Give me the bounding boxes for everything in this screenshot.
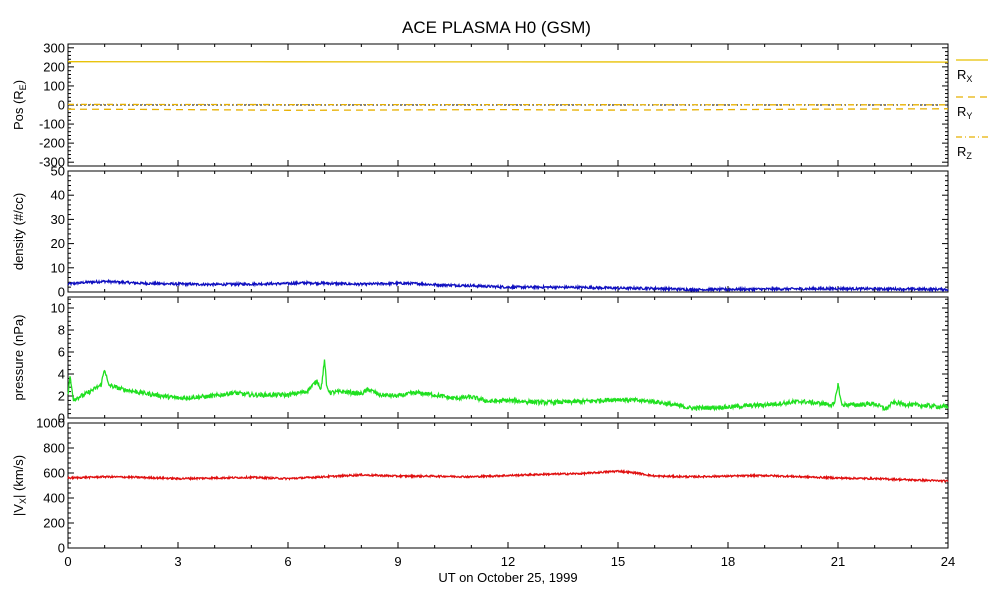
y-axis-label: Pos (RE) — [11, 80, 28, 130]
chart-title: ACE PLASMA H0 (GSM) — [402, 18, 591, 37]
x-tick-label: 15 — [611, 554, 625, 569]
x-tick-label: 24 — [941, 554, 955, 569]
y-axis-label: pressure (nPa) — [11, 315, 26, 401]
x-axis-label: UT on October 25, 1999 — [438, 570, 578, 585]
y-tick-label: 800 — [43, 441, 65, 456]
panel-density: 50 40 30 20 10 0 density (#/cc) — [11, 164, 949, 300]
y-tick-label: 10 — [51, 301, 65, 316]
series-line-velocity-0 — [67, 469, 949, 484]
x-tick-label: 21 — [831, 554, 845, 569]
x-tick-label: 3 — [174, 554, 181, 569]
legend-label-2: RZ — [957, 144, 972, 161]
y-tick-label: 2 — [58, 389, 65, 404]
y-tick-label: 1000 — [36, 416, 65, 431]
y-axis-label: |VX| (km/s) — [11, 455, 28, 516]
y-tick-label: 200 — [43, 516, 65, 531]
y-tick-label: 10 — [51, 260, 65, 275]
x-tick-label: 18 — [721, 554, 735, 569]
series-line-position-1 — [67, 108, 949, 111]
y-tick-label: 0 — [58, 541, 65, 556]
y-tick-label: 4 — [58, 367, 65, 382]
y-tick-label: 6 — [58, 345, 65, 360]
y-tick-label: 0 — [58, 98, 65, 113]
y-tick-label: -200 — [39, 136, 65, 151]
y-tick-label: 100 — [43, 78, 65, 93]
panel-velocity: 1000 800 600 400 200 00 3 6 9 12 15 18 21 24 |VX| (km/… — [11, 416, 955, 570]
y-tick-label: 0 — [58, 285, 65, 300]
series-line-density-0 — [67, 278, 949, 294]
y-tick-label: 400 — [43, 491, 65, 506]
panel-frame — [67, 422, 949, 549]
x-tick-label: 6 — [284, 554, 291, 569]
y-tick-label: 50 — [51, 164, 65, 179]
legend-label-1: RY — [957, 104, 972, 121]
y-tick-label: -100 — [39, 117, 65, 132]
panel-frame — [67, 170, 949, 293]
y-tick-label: 20 — [51, 236, 65, 251]
panel-position: 300 200 100 0 -100 -200 -300 Pos (RE) RX RY RZ — [11, 40, 988, 170]
y-tick-label: 600 — [43, 466, 65, 481]
y-tick-label: 40 — [51, 188, 65, 203]
y-tick-label: 0 — [58, 411, 65, 426]
legend-label-0: RX — [957, 67, 972, 84]
x-tick-label: 0 — [64, 554, 71, 569]
y-tick-label: 8 — [58, 323, 65, 338]
y-axis-label: density (#/cc) — [11, 193, 26, 270]
panel-pressure: 10 8 6 4 2 0 pressure (nPa) — [11, 296, 949, 426]
x-tick-label: 9 — [394, 554, 401, 569]
y-tick-label: 200 — [43, 59, 65, 74]
y-tick-label: 300 — [43, 40, 65, 55]
x-tick-label: 12 — [501, 554, 515, 569]
y-tick-label: -300 — [39, 155, 65, 170]
series-line-pressure-0 — [67, 359, 949, 412]
y-tick-label: 30 — [51, 212, 65, 227]
